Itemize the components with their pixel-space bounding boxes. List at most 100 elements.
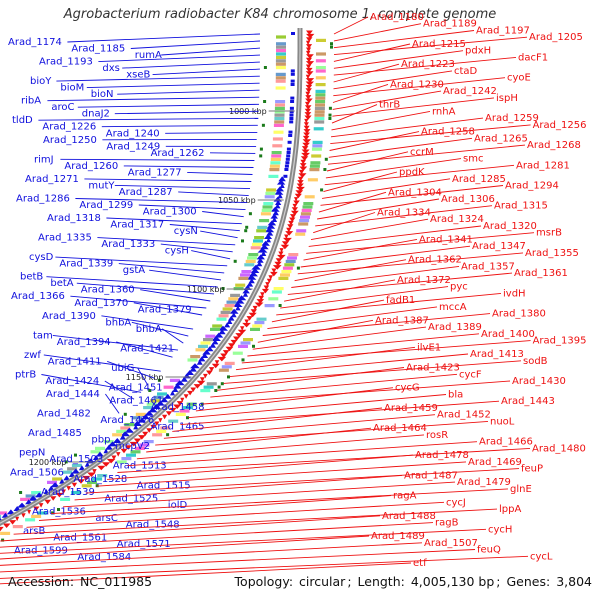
cog-block-forward	[146, 402, 157, 406]
gene-label: cycL	[530, 551, 553, 562]
gene-leader-line	[47, 96, 260, 102]
gene-label: Arad_1347	[472, 241, 526, 252]
cog-block-forward	[269, 168, 280, 172]
gene-leader-line	[123, 165, 254, 168]
cog-block-reverse	[285, 259, 296, 263]
gene-leader-line	[330, 117, 484, 138]
gene-marker	[261, 123, 265, 127]
gene-arrow-reverse	[289, 217, 296, 222]
gene-label: Arad_1476	[100, 415, 154, 426]
gene-arrow-forward	[78, 465, 86, 471]
gene-arrow-reverse	[303, 122, 309, 127]
gene-leader-line	[324, 164, 515, 186]
gene-marker	[259, 154, 263, 158]
gene-label: Arad_1355	[525, 248, 579, 259]
cog-block-forward	[0, 511, 8, 515]
gene-block-forward	[284, 168, 289, 171]
cog-block-forward	[112, 433, 123, 437]
cog-block-forward	[163, 385, 174, 389]
gene-label: feuP	[521, 464, 543, 475]
gene-label: Arad_1180	[370, 12, 424, 23]
gene-arrow-reverse	[256, 299, 265, 304]
cog-block-forward	[275, 103, 285, 107]
gene-label: ppdK	[399, 167, 425, 178]
gene-label: betA	[50, 278, 73, 289]
gene-marker	[241, 358, 245, 362]
gene-marker	[157, 378, 161, 382]
gene-label: Arad_1366	[11, 291, 65, 302]
gene-label: Arad_1370	[74, 298, 128, 309]
gene-label: Arad_1479	[457, 477, 511, 488]
gene-leader-line	[333, 43, 411, 62]
gene-marker	[186, 416, 189, 420]
gene-label: cycJ	[446, 497, 466, 508]
cog-block-reverse	[307, 178, 318, 182]
gene-arrow-reverse	[302, 142, 310, 148]
gene-arrow-reverse	[33, 506, 40, 511]
gene-label: Arad_1339	[59, 259, 113, 270]
gene-label: ctaD	[454, 66, 478, 77]
gene-arrow-forward	[137, 417, 147, 423]
gene-block-forward	[288, 130, 293, 134]
gene-arrow-reverse	[292, 203, 298, 209]
gene-arrow-reverse	[196, 380, 206, 386]
gene-marker	[328, 117, 332, 120]
gene-leader-line	[172, 407, 383, 432]
gene-label: ivdH	[503, 288, 526, 299]
gene-leader-line	[280, 286, 449, 309]
cog-block-forward	[224, 304, 235, 308]
cog-block-reverse	[60, 497, 71, 501]
gene-leader-line	[303, 238, 418, 261]
gene-leader-line	[105, 393, 120, 414]
gene-label: bla	[448, 390, 463, 401]
gene-arrow-reverse	[275, 258, 283, 263]
gene-leader-line	[46, 276, 218, 288]
gene-block-forward	[285, 157, 290, 161]
gene-leader-line	[160, 243, 233, 253]
backbone-layer	[0, 28, 303, 527]
gene-leader-line	[247, 333, 480, 357]
gene-arrow-forward	[25, 499, 33, 505]
gene-arrow-reverse	[2, 523, 11, 528]
cog-block-forward	[157, 392, 167, 396]
gene-label: bioY	[30, 76, 52, 87]
cog-block-forward	[259, 219, 270, 223]
gene-label: Arad_1262	[151, 148, 205, 159]
gene-arrow-forward	[226, 319, 233, 324]
gene-block-forward	[291, 32, 295, 35]
cog-block-forward	[251, 242, 262, 246]
gene-marker	[263, 100, 267, 103]
gene-label: rumA	[135, 50, 162, 61]
gene-label: betB	[20, 272, 43, 283]
gene-leader-line	[210, 373, 458, 398]
gene-arrow-reverse	[261, 288, 269, 294]
cog-block-reverse	[316, 38, 326, 42]
gene-label: Arad_1389	[428, 322, 482, 333]
gene-label: pdxH	[465, 46, 491, 57]
gene-label: cysN	[174, 226, 198, 237]
cog-block-reverse	[314, 113, 325, 117]
gene-label: gstA	[123, 265, 145, 276]
gene-leader-line	[0, 555, 529, 579]
gene-arrow-reverse	[27, 509, 32, 515]
gene-marker	[320, 188, 324, 192]
gene-leader-line	[271, 299, 385, 323]
gene-leader-line	[140, 289, 211, 302]
gene-arrow-forward	[96, 451, 104, 457]
gene-arrow-reverse	[268, 275, 273, 280]
gene-arrow-reverse	[306, 54, 314, 59]
gene-arrow-reverse	[242, 322, 251, 328]
gene-label: Arad_1268	[527, 140, 581, 151]
gene-arrow-reverse	[142, 431, 149, 437]
gene-label: Arad_1362	[408, 255, 462, 266]
cog-block-reverse	[143, 440, 154, 444]
gene-arrow-reverse	[295, 190, 304, 195]
gene-label: Arad_1380	[492, 309, 546, 320]
gene-arrow-reverse	[302, 135, 310, 141]
gene-label: feuQ	[477, 545, 501, 556]
cog-block-reverse	[37, 511, 48, 515]
cog-block-forward	[95, 446, 105, 450]
cog-block-reverse	[116, 460, 127, 464]
